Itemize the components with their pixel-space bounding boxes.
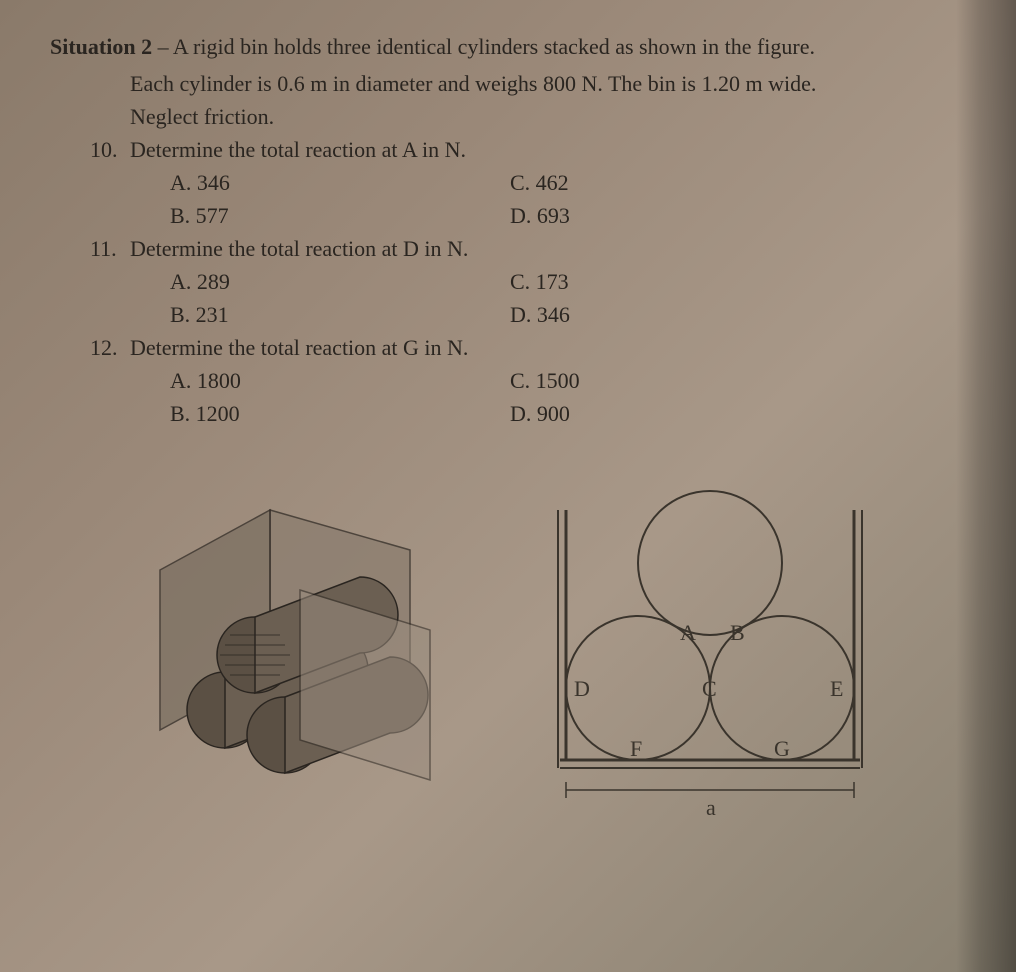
page-fold-shadow (956, 0, 1016, 972)
q11-num: 11. (90, 232, 130, 265)
situation-text-3: Neglect friction. (130, 100, 966, 133)
q12-opt-b: B. 1200 (170, 397, 510, 430)
q12-opt-c: C. 1500 (510, 364, 710, 397)
label-g: G (774, 736, 790, 761)
q12-text: Determine the total reaction at G in N. (130, 331, 468, 364)
situation-header: Situation 2 – A rigid bin holds three id… (50, 30, 966, 63)
q10-text: Determine the total reaction at A in N. (130, 133, 466, 166)
label-d: D (574, 676, 590, 701)
diagram-2d-front: A B C D E F G a (530, 480, 890, 820)
q12-opt-a: A. 1800 (170, 364, 510, 397)
q11-opt-c: C. 173 (510, 265, 710, 298)
q11-opt-a: A. 289 (170, 265, 510, 298)
q10-opt-b: B. 577 (170, 199, 510, 232)
label-f: F (630, 736, 642, 761)
document-content: Situation 2 – A rigid bin holds three id… (50, 30, 966, 820)
situation-label: Situation 2 (50, 34, 152, 59)
q12-num: 12. (90, 331, 130, 364)
q10-options-row2: B. 577 D. 693 (170, 199, 966, 232)
label-e: E (830, 676, 843, 701)
diagram-3d-isometric (130, 480, 450, 800)
label-dim: a (706, 795, 716, 820)
q11-options-row2: B. 231 D. 346 (170, 298, 966, 331)
q12-options-row1: A. 1800 C. 1500 (170, 364, 966, 397)
question-12: 12. Determine the total reaction at G in… (90, 331, 966, 364)
q10-num: 10. (90, 133, 130, 166)
q10-options-row1: A. 346 C. 462 (170, 166, 966, 199)
q10-opt-a: A. 346 (170, 166, 510, 199)
q11-opt-b: B. 231 (170, 298, 510, 331)
question-10: 10. Determine the total reaction at A in… (90, 133, 966, 166)
situation-text-2: Each cylinder is 0.6 m in diameter and w… (130, 67, 966, 100)
q11-opt-d: D. 346 (510, 298, 710, 331)
q11-text: Determine the total reaction at D in N. (130, 232, 468, 265)
q11-options-row1: A. 289 C. 173 (170, 265, 966, 298)
label-b: B (730, 620, 745, 645)
q10-opt-c: C. 462 (510, 166, 710, 199)
label-a: A (680, 620, 696, 645)
q12-options-row2: B. 1200 D. 900 (170, 397, 966, 430)
q12-opt-d: D. 900 (510, 397, 710, 430)
diagrams-container: A B C D E F G a (50, 480, 966, 820)
label-c: C (702, 676, 717, 701)
question-11: 11. Determine the total reaction at D in… (90, 232, 966, 265)
situation-text-1: – A rigid bin holds three identical cyli… (152, 34, 815, 59)
q10-opt-d: D. 693 (510, 199, 710, 232)
